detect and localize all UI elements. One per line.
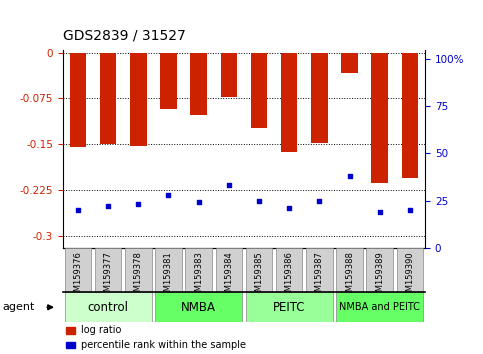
Point [255,198,263,204]
Text: GSM159384: GSM159384 [224,251,233,302]
Bar [246,292,333,322]
Bar [65,248,91,292]
Text: GSM159381: GSM159381 [164,251,173,302]
Bar [336,292,423,322]
Bar [221,53,237,97]
Text: GSM159386: GSM159386 [284,251,294,302]
Text: GSM159390: GSM159390 [405,251,414,302]
Bar [215,248,242,292]
Point [165,192,172,198]
Text: control: control [87,301,128,314]
Text: GSM159385: GSM159385 [255,251,264,302]
Bar [185,248,212,292]
Point [74,207,82,213]
Bar [130,53,146,146]
Text: GSM159389: GSM159389 [375,251,384,302]
Point [225,183,233,188]
Bar [67,342,75,348]
Bar [67,327,75,333]
Bar [371,53,388,183]
Point [406,207,414,213]
Text: GSM159388: GSM159388 [345,251,354,302]
Bar [190,53,207,115]
Point [315,198,323,204]
Bar [65,292,152,322]
Point [346,173,354,179]
Text: NMBA: NMBA [181,301,216,314]
Point [195,200,202,205]
Bar [306,248,333,292]
Bar [397,248,423,292]
Bar [341,53,358,73]
Bar [155,292,242,322]
Point [104,204,112,209]
Bar [402,53,418,178]
Text: GDS2839 / 31527: GDS2839 / 31527 [63,28,185,42]
Text: percentile rank within the sample: percentile rank within the sample [81,340,246,350]
Bar [251,53,267,128]
Bar [160,53,177,109]
Text: NMBA and PEITC: NMBA and PEITC [340,302,420,312]
Bar [100,53,116,144]
Text: GSM159378: GSM159378 [134,251,143,302]
Point [285,205,293,211]
Point [376,209,384,215]
Bar [281,53,298,152]
Text: GSM159387: GSM159387 [315,251,324,302]
Bar [276,248,302,292]
Bar [367,248,393,292]
Bar [155,248,182,292]
Text: GSM159376: GSM159376 [73,251,83,302]
Text: GSM159377: GSM159377 [103,251,113,302]
Text: GSM159383: GSM159383 [194,251,203,302]
Bar [246,248,272,292]
Bar [70,53,86,147]
Bar [125,248,152,292]
Bar [95,248,121,292]
Text: PEITC: PEITC [273,301,305,314]
Text: log ratio: log ratio [81,325,121,336]
Text: agent: agent [2,302,35,312]
Bar [336,248,363,292]
Point [134,201,142,207]
Bar [311,53,327,143]
